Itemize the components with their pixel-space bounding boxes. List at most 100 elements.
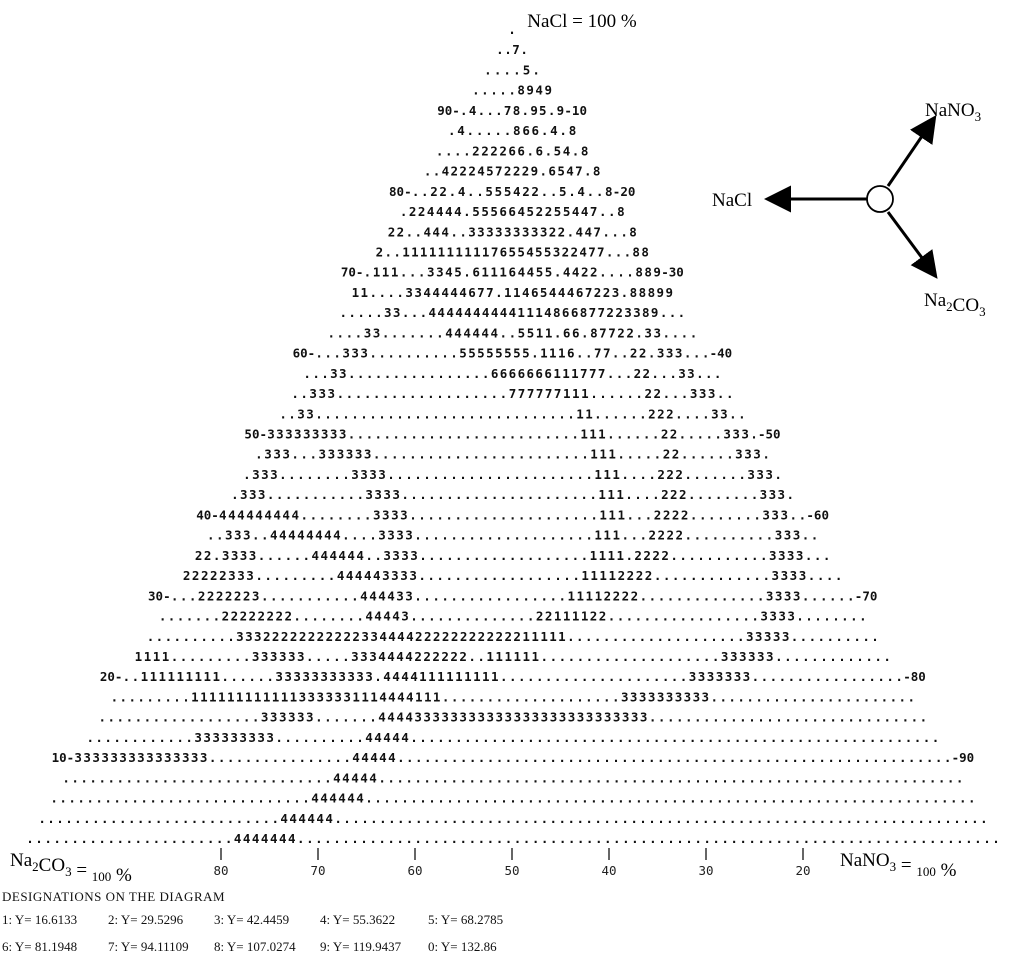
grid-cell: .: [616, 366, 624, 381]
grid-cell: 5: [495, 184, 503, 199]
grid-cell: .: [541, 588, 549, 603]
grid-cell: .: [393, 245, 401, 260]
grid-cell: .: [491, 609, 499, 624]
grid-cell: 2: [439, 184, 447, 199]
grid-cell: .: [640, 770, 648, 785]
grid-cell: .: [626, 386, 634, 401]
grid-cell: .: [712, 770, 720, 785]
grid-cell: .: [464, 609, 472, 624]
grid-cell: .: [482, 507, 490, 522]
grid-cell: .: [908, 689, 916, 704]
legend-title: DESIGNATIONS ON THE DIAGRAM: [2, 889, 225, 904]
left-side-tick-label: 70-: [341, 265, 364, 280]
grid-cell: 3: [496, 710, 504, 725]
grid-cell: 4: [289, 811, 297, 826]
grid-cell: .: [508, 83, 516, 98]
grid-cell: 3: [270, 649, 278, 664]
grid-cell: 3: [369, 467, 377, 482]
grid-cell: 2: [657, 467, 665, 482]
grid-cell: 1: [144, 649, 152, 664]
grid-cell: 1: [499, 265, 507, 280]
grid-cell: .: [585, 750, 593, 765]
grid-cell: .: [418, 568, 426, 583]
grid-cell: 1: [540, 629, 548, 644]
grid-cell: .: [527, 669, 535, 684]
grid-cell: 1: [553, 366, 561, 381]
grid-cell: .: [495, 528, 503, 543]
grid-cell: .: [418, 265, 426, 280]
grid-cell: .: [733, 609, 741, 624]
grid-cell: .: [696, 366, 704, 381]
grid-cell: 4: [378, 710, 386, 725]
grid-cell: .: [590, 507, 598, 522]
grid-cell: .: [576, 629, 584, 644]
grid-cell: 5: [459, 346, 467, 361]
grid-cell: .: [122, 730, 130, 745]
grid-cell: 4: [320, 791, 328, 806]
grid-cell: .: [272, 811, 280, 826]
grid-cell: .: [433, 164, 441, 179]
grid-cell: .: [752, 730, 760, 745]
grid-cell: .: [44, 831, 52, 846]
grid-cell: 3: [604, 710, 612, 725]
grid-cell: .: [706, 548, 714, 563]
grid-cell: .: [396, 770, 404, 785]
grid-cell: .: [437, 548, 445, 563]
grid-cell: .: [950, 791, 958, 806]
grid-cell: .: [627, 447, 635, 462]
grid-cell: 3: [760, 609, 768, 624]
grid-cell: .: [86, 791, 94, 806]
grid-cell: .: [436, 143, 444, 158]
grid-cell: .: [509, 548, 517, 563]
grid-cell: .: [766, 770, 774, 785]
grid-cell: 3: [373, 507, 381, 522]
grid-cell: 4: [270, 831, 278, 846]
grid-cell: 4: [455, 305, 463, 320]
grid-cell: .: [384, 427, 392, 442]
grid-cell: .: [775, 649, 783, 664]
grid-cell: .: [185, 730, 193, 745]
grid-cell: 3: [101, 750, 109, 765]
grid-cell: .: [128, 811, 136, 826]
grid-cell: 3: [477, 224, 485, 239]
grid-cell: .: [110, 811, 118, 826]
grid-cell: .: [405, 770, 413, 785]
grid-cell: 7: [599, 325, 607, 340]
grid-cell: 3: [351, 649, 359, 664]
grid-cell: .: [204, 609, 212, 624]
grid-cell: .: [806, 669, 814, 684]
grid-cell: .: [288, 588, 296, 603]
grid-cell: .: [355, 325, 363, 340]
grid-cell: .: [384, 366, 392, 381]
grid-cell: .: [737, 629, 745, 644]
grid-cell: .: [108, 770, 116, 785]
grid-cell: .: [89, 770, 97, 785]
grid-cell: .: [536, 487, 544, 502]
grid-cell: .: [406, 750, 414, 765]
grid-cell: 2: [590, 265, 598, 280]
grid-cell: .: [396, 831, 404, 846]
grid-cell: .: [541, 770, 549, 785]
grid-cell: 3: [282, 447, 290, 462]
grid-cell: 1: [168, 669, 176, 684]
grid-cell: .: [391, 325, 399, 340]
grid-cell: .: [871, 629, 879, 644]
grid-cell: .: [460, 750, 468, 765]
grid-cell: 3: [468, 224, 476, 239]
grid-cell: .: [491, 386, 499, 401]
grid-cell: .: [469, 831, 477, 846]
grid-cell: .: [267, 548, 275, 563]
grid-cell: 3: [249, 548, 257, 563]
grid-cell: 4: [406, 629, 414, 644]
grid-cell: .: [685, 528, 693, 543]
grid-cell: .: [396, 346, 404, 361]
grid-cell: .: [627, 507, 635, 522]
grid-cell: 3: [739, 649, 747, 664]
grid-cell: .: [926, 811, 934, 826]
grid-cell: 1: [486, 649, 494, 664]
grid-cell: .: [261, 528, 269, 543]
grid-cell: .: [842, 791, 850, 806]
grid-cell: .: [815, 791, 823, 806]
grid-cell: .: [819, 811, 827, 826]
grid-cell: .: [639, 467, 647, 482]
